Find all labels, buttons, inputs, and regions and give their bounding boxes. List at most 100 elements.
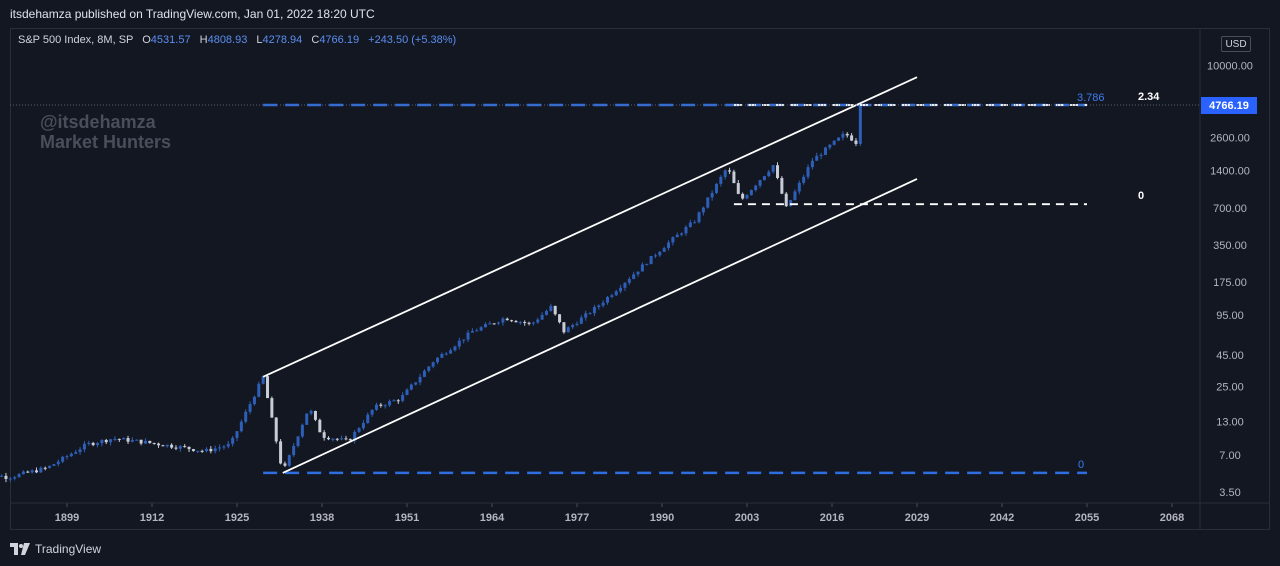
level-bottom-label: 0 <box>1138 190 1144 202</box>
candle-body <box>122 438 126 440</box>
candle-body <box>505 318 509 321</box>
candle-body <box>331 438 335 440</box>
time-tick-label: 1964 <box>480 512 505 524</box>
candle-body <box>401 395 405 401</box>
candle-body <box>531 322 535 324</box>
time-tick-label: 1977 <box>565 512 589 524</box>
candle-body <box>17 474 21 478</box>
tradingview-brand[interactable]: TradingView <box>10 540 101 558</box>
candle-body <box>823 147 827 155</box>
time-tick-label: 1925 <box>225 512 249 524</box>
price-tick-label: 700.00 <box>1213 203 1247 215</box>
candle-body <box>444 353 448 355</box>
candle-body <box>614 291 618 296</box>
tradingview-logo-icon <box>10 543 30 555</box>
candle-body <box>117 438 121 440</box>
candle-body <box>453 346 457 351</box>
last-price-tag: 4766.19 <box>1201 97 1257 114</box>
candle-body <box>30 470 34 473</box>
price-tick-label: 45.00 <box>1216 350 1244 362</box>
candle-body <box>414 382 418 385</box>
publisher-note: itsdehamza published on TradingView.com,… <box>10 7 375 21</box>
candle-body <box>479 327 483 331</box>
candle-body <box>248 404 252 412</box>
candle-body <box>741 193 745 199</box>
candle-body <box>74 452 78 454</box>
time-tick-label: 2042 <box>990 512 1014 524</box>
candle-body <box>252 396 256 405</box>
candle-body <box>261 376 265 384</box>
candle-body <box>130 439 134 442</box>
candle-body <box>619 287 623 292</box>
candle-body <box>296 436 300 446</box>
level-top-label: 2.34 <box>1138 91 1160 103</box>
candle-body <box>96 443 100 446</box>
level-labels: 3.786 0 2.34 0 <box>1077 91 1160 471</box>
candle-body <box>52 464 56 466</box>
candle-body <box>56 461 60 465</box>
candle-body <box>762 176 766 181</box>
symbol-name[interactable]: S&P 500 Index, 8M, SP <box>18 34 134 46</box>
candle-body <box>274 417 278 442</box>
candle-body <box>61 456 65 462</box>
candle-body <box>449 350 453 354</box>
candle-body <box>475 330 479 332</box>
candle-body <box>353 431 357 441</box>
candle-body <box>810 160 814 168</box>
candle-body <box>157 443 161 446</box>
low-label: L <box>256 34 263 46</box>
candle-body <box>279 441 283 464</box>
change-value: +243.50 (+5.38%) <box>368 34 457 46</box>
watermark-group: Market Hunters <box>40 132 172 152</box>
candle-body <box>758 180 762 186</box>
candle-body <box>405 389 409 396</box>
candle-body <box>322 432 326 438</box>
candle-body <box>313 411 317 420</box>
candle-body <box>771 165 775 172</box>
candle-body <box>379 404 383 406</box>
candle-body <box>789 200 793 207</box>
trend-channel <box>262 76 918 474</box>
candle-body <box>357 428 361 432</box>
candle-body <box>21 471 25 475</box>
candle-body <box>109 439 113 443</box>
candle-body <box>553 305 557 315</box>
close-value: 4766.19 <box>319 34 360 46</box>
brand-name: TradingView <box>35 542 102 556</box>
price-tick-label: 350.00 <box>1213 240 1247 252</box>
price-tick-label: 7.00 <box>1219 450 1240 462</box>
candle-body <box>91 442 95 446</box>
candle-body <box>239 421 243 432</box>
candle-body <box>653 255 657 257</box>
candle-body <box>837 137 841 141</box>
candle-body <box>213 448 217 452</box>
candle-body <box>776 165 780 179</box>
candle-body <box>231 437 235 444</box>
price-tick-label: 13.00 <box>1216 417 1244 429</box>
candle-body <box>462 339 466 341</box>
candle-body <box>200 450 204 452</box>
candle-body <box>65 456 69 458</box>
candle-body <box>34 470 38 473</box>
candle-body <box>579 317 583 324</box>
candle-body <box>832 140 836 145</box>
candle-body <box>344 438 348 440</box>
candle-body <box>0 475 4 477</box>
price-axis: 10000.00 2600.00 1400.00 700.00 350.00 175.00… <box>1207 60 1253 499</box>
candle-body <box>270 398 274 418</box>
candle-body <box>191 449 195 452</box>
candle-body <box>370 409 374 415</box>
candle-body <box>8 478 12 480</box>
candle-body <box>300 424 304 437</box>
currency-badge[interactable]: USD <box>1221 36 1251 52</box>
candle-body <box>257 383 261 397</box>
candle-body <box>43 467 47 469</box>
candle-body <box>802 176 806 183</box>
candle-body <box>649 255 653 265</box>
candle-body <box>784 193 788 207</box>
fib-bottom-label: 0 <box>1078 459 1084 471</box>
candle-body <box>287 455 291 466</box>
candle-body <box>470 331 474 333</box>
candle-body <box>340 438 344 440</box>
